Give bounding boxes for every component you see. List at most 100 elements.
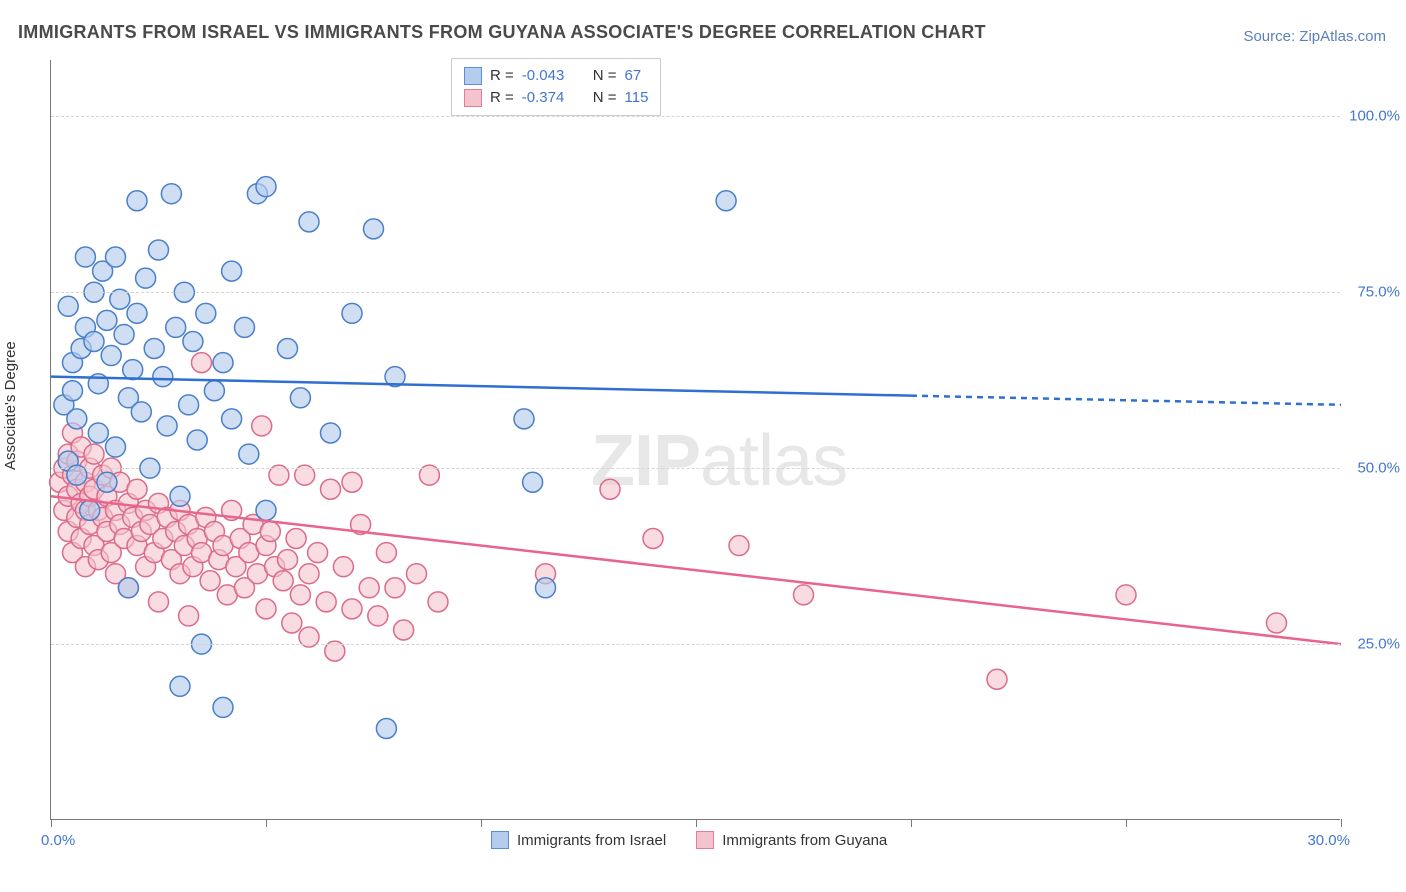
legend-stats-row: R = -0.043 N = 67 — [464, 65, 648, 87]
legend-series: Immigrants from Israel Immigrants from Gu… — [491, 831, 887, 849]
scatter-point — [88, 423, 108, 443]
scatter-point — [260, 521, 280, 541]
scatter-point — [1116, 585, 1136, 605]
x-tick-mark — [266, 819, 267, 827]
scatter-point — [235, 317, 255, 337]
legend-swatch — [491, 831, 509, 849]
x-tick-max: 30.0% — [1307, 832, 1350, 849]
x-tick-mark — [51, 819, 52, 827]
scatter-point — [123, 360, 143, 380]
scatter-point — [67, 409, 87, 429]
legend-stats-row: R = -0.374 N = 115 — [464, 87, 648, 109]
scatter-point — [187, 430, 207, 450]
y-tick-label: 75.0% — [1357, 284, 1400, 301]
scatter-point — [179, 395, 199, 415]
scatter-point — [716, 191, 736, 211]
scatter-point — [63, 381, 83, 401]
scatter-point — [290, 585, 310, 605]
scatter-plot — [51, 60, 1340, 819]
scatter-point — [84, 444, 104, 464]
scatter-point — [58, 296, 78, 316]
x-tick-min: 0.0% — [41, 832, 75, 849]
scatter-point — [239, 444, 259, 464]
scatter-point — [222, 409, 242, 429]
legend-swatch — [696, 831, 714, 849]
scatter-point — [84, 331, 104, 351]
scatter-point — [308, 543, 328, 563]
scatter-point — [286, 529, 306, 549]
scatter-point — [213, 353, 233, 373]
scatter-point — [136, 268, 156, 288]
scatter-point — [97, 472, 117, 492]
chart-area: ZIPatlas R = -0.043 N = 67 R = -0.374 N … — [50, 60, 1340, 820]
scatter-point — [278, 550, 298, 570]
scatter-point — [282, 613, 302, 633]
trend-line — [911, 396, 1341, 405]
scatter-point — [144, 339, 164, 359]
scatter-point — [127, 303, 147, 323]
scatter-point — [256, 500, 276, 520]
scatter-point — [273, 571, 293, 591]
scatter-point — [75, 247, 95, 267]
scatter-point — [290, 388, 310, 408]
scatter-point — [368, 606, 388, 626]
gridline — [51, 644, 1340, 645]
scatter-point — [523, 472, 543, 492]
scatter-point — [101, 346, 121, 366]
scatter-point — [376, 719, 396, 739]
x-tick-mark — [696, 819, 697, 827]
scatter-point — [127, 479, 147, 499]
scatter-point — [252, 416, 272, 436]
x-tick-mark — [481, 819, 482, 827]
scatter-point — [149, 240, 169, 260]
scatter-point — [170, 486, 190, 506]
scatter-point — [131, 402, 151, 422]
y-tick-label: 50.0% — [1357, 460, 1400, 477]
scatter-point — [333, 557, 353, 577]
scatter-point — [179, 606, 199, 626]
scatter-point — [106, 437, 126, 457]
y-tick-label: 25.0% — [1357, 636, 1400, 653]
scatter-point — [97, 310, 117, 330]
scatter-point — [106, 247, 126, 267]
scatter-point — [394, 620, 414, 640]
scatter-point — [321, 423, 341, 443]
scatter-point — [127, 191, 147, 211]
x-tick-mark — [911, 819, 912, 827]
x-tick-mark — [1341, 819, 1342, 827]
chart-title: IMMIGRANTS FROM ISRAEL VS IMMIGRANTS FRO… — [18, 22, 986, 43]
scatter-point — [200, 571, 220, 591]
legend-swatch — [464, 67, 482, 85]
scatter-point — [364, 219, 384, 239]
scatter-point — [114, 324, 134, 344]
scatter-point — [729, 536, 749, 556]
scatter-point — [514, 409, 534, 429]
scatter-point — [192, 353, 212, 373]
scatter-point — [321, 479, 341, 499]
legend-swatch — [464, 89, 482, 107]
scatter-point — [987, 669, 1007, 689]
scatter-point — [794, 585, 814, 605]
x-tick-mark — [1126, 819, 1127, 827]
legend-item: Immigrants from Israel — [491, 831, 666, 849]
scatter-point — [376, 543, 396, 563]
scatter-point — [407, 564, 427, 584]
scatter-point — [428, 592, 448, 612]
legend-item: Immigrants from Guyana — [696, 831, 887, 849]
legend-stats: R = -0.043 N = 67 R = -0.374 N = 115 — [451, 58, 661, 116]
gridline — [51, 292, 1340, 293]
scatter-point — [80, 500, 100, 520]
scatter-point — [600, 479, 620, 499]
scatter-point — [342, 599, 362, 619]
scatter-point — [385, 578, 405, 598]
scatter-point — [183, 331, 203, 351]
scatter-point — [213, 697, 233, 717]
scatter-point — [359, 578, 379, 598]
scatter-point — [170, 676, 190, 696]
scatter-point — [157, 416, 177, 436]
scatter-point — [166, 317, 186, 337]
scatter-point — [278, 339, 298, 359]
gridline — [51, 468, 1340, 469]
y-tick-label: 100.0% — [1349, 108, 1400, 125]
scatter-point — [118, 578, 138, 598]
